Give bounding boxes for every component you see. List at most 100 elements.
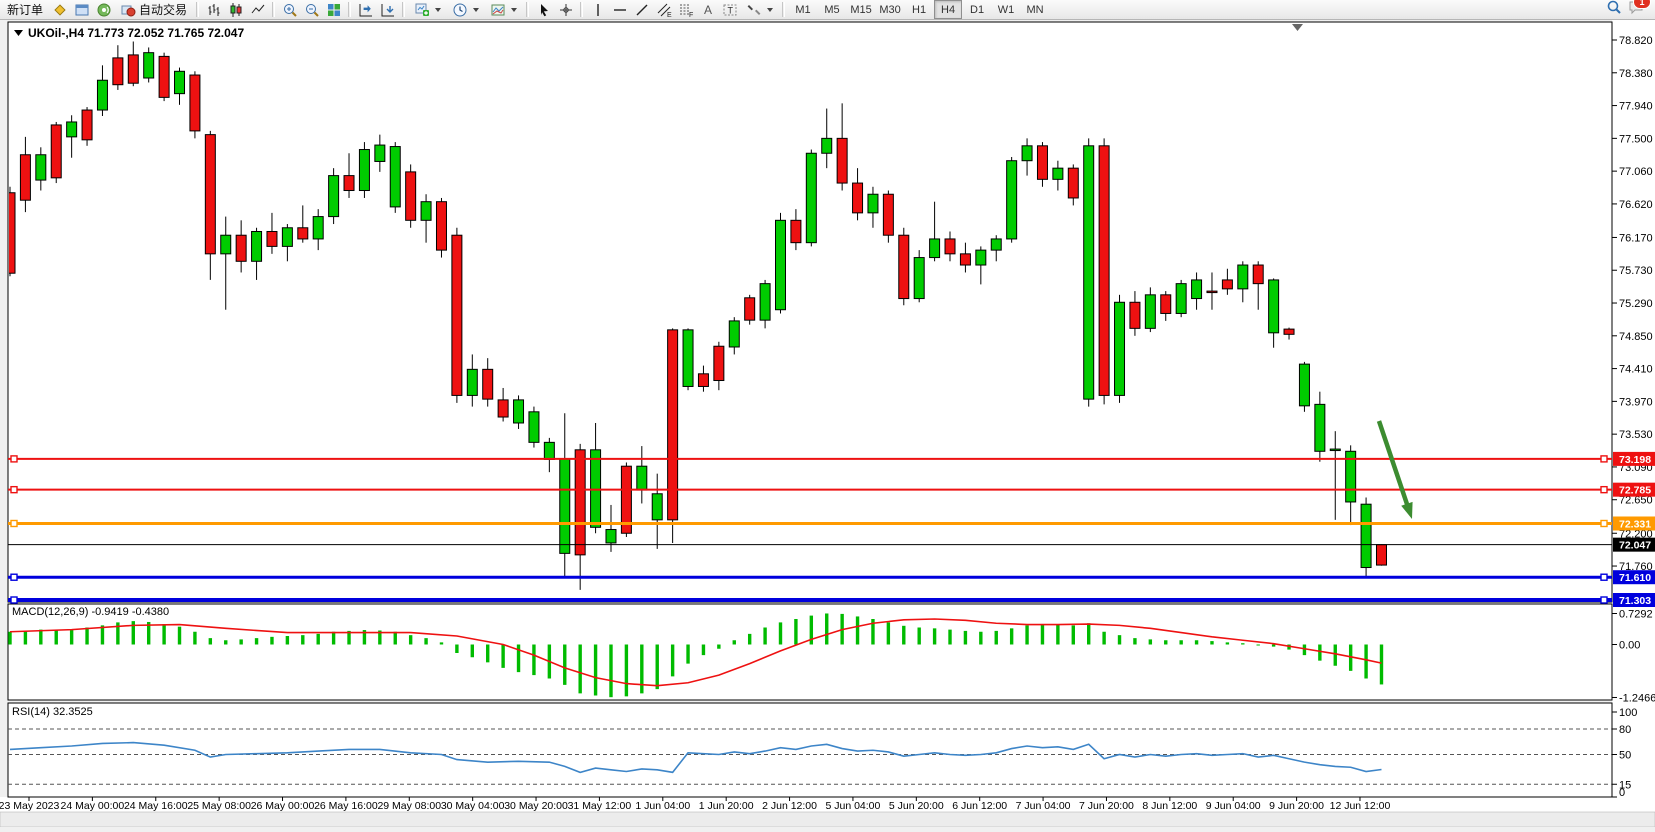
text-label-icon[interactable]: T xyxy=(719,0,740,20)
candle xyxy=(1314,403,1326,452)
macd-histogram-bar xyxy=(732,640,736,645)
macd-histogram-bar xyxy=(1179,640,1183,645)
candle xyxy=(821,137,833,154)
symbol-dropdown-icon[interactable] xyxy=(14,30,23,36)
hline-handle[interactable] xyxy=(10,485,18,494)
rsi-tick-label: 15 xyxy=(1619,779,1631,791)
chart-shift-marker[interactable] xyxy=(1292,24,1303,31)
zoom-out-icon[interactable] xyxy=(301,0,322,20)
svg-text:T: T xyxy=(727,5,733,15)
candle xyxy=(636,465,648,491)
crosshair-icon[interactable] xyxy=(555,0,576,20)
macd-histogram-bar xyxy=(408,635,413,645)
price-tick-label: 75.290 xyxy=(1619,298,1653,310)
chevron-down-icon xyxy=(511,7,518,12)
fibonacci-icon[interactable]: F xyxy=(675,0,696,20)
macd-histogram-bar xyxy=(270,636,274,645)
hline-handle[interactable] xyxy=(10,596,18,604)
candle xyxy=(1283,328,1295,335)
chart-canvas[interactable]: 78.820 78.380 77.940 77.500 77.060 76.620 76.1… xyxy=(0,20,1655,828)
svg-text:A: A xyxy=(704,3,712,17)
auto-trading-icon xyxy=(121,5,136,16)
price-tag-label: 71.303 xyxy=(1619,595,1651,607)
tf-w1-button[interactable]: W1 xyxy=(997,3,1015,16)
bar-chart-icon[interactable] xyxy=(203,0,224,20)
price-axis-strip[interactable] xyxy=(1612,20,1655,812)
macd-histogram-bar xyxy=(963,630,968,645)
hline-handle[interactable] xyxy=(1600,485,1608,494)
vertical-line-icon[interactable] xyxy=(587,0,608,20)
rsi-tick-label: 100 xyxy=(1619,707,1637,719)
macd-histogram-bar xyxy=(1040,624,1045,645)
hline-handle[interactable] xyxy=(1600,573,1608,581)
candle xyxy=(1160,294,1172,314)
macd-histogram-bar xyxy=(1148,639,1153,645)
candle xyxy=(990,238,1002,251)
new-chart-button[interactable] xyxy=(409,0,446,20)
tf-m15-button[interactable]: M15 xyxy=(850,3,872,16)
toolbar-separator xyxy=(348,2,352,17)
line-chart-icon[interactable] xyxy=(247,0,268,20)
zoom-in-icon[interactable] xyxy=(279,0,300,20)
auto-trading-button[interactable]: 自动交易 xyxy=(115,0,192,20)
arrows-tool-button[interactable] xyxy=(741,0,778,20)
tf-m5-button[interactable]: M5 xyxy=(824,3,840,16)
macd-histogram-bar xyxy=(994,630,998,645)
hline-handle[interactable] xyxy=(10,573,18,581)
candle xyxy=(1144,294,1156,329)
candle xyxy=(466,368,478,396)
hline-handle[interactable] xyxy=(10,519,18,528)
rsi-panel[interactable] xyxy=(7,702,1613,798)
macd-histogram-bar xyxy=(670,644,675,677)
equidistant-channel-icon[interactable]: E xyxy=(653,0,674,20)
chart-shift-icon[interactable] xyxy=(377,0,398,20)
macd-histogram-bar xyxy=(871,619,875,645)
candlestick-chart-icon[interactable] xyxy=(225,0,246,20)
chat-button[interactable]: 1 xyxy=(1628,0,1651,20)
macd-histogram-bar xyxy=(825,613,829,645)
candle xyxy=(1098,145,1110,396)
hline-handle[interactable] xyxy=(1600,455,1608,463)
trend-arrow[interactable] xyxy=(1376,420,1412,513)
price-tag xyxy=(1613,593,1655,607)
macd-histogram-bar xyxy=(1133,638,1137,645)
new-order-button[interactable]: 新订单 xyxy=(2,1,48,19)
macd-histogram-bar xyxy=(979,631,983,645)
macd-histogram-bar xyxy=(331,631,336,645)
date-label: 23 May 2023 xyxy=(0,800,60,812)
main-chart-panel[interactable] xyxy=(7,21,1613,603)
chart-window[interactable]: 78.820 78.380 77.940 77.500 77.060 76.620 76.1… xyxy=(0,20,1655,832)
trend-arrow-head[interactable] xyxy=(1401,501,1413,519)
cursor-icon[interactable] xyxy=(533,0,554,20)
candle xyxy=(405,171,417,221)
price-tag-label: 71.610 xyxy=(1619,572,1651,584)
market-watch-icon[interactable] xyxy=(49,0,70,20)
candle xyxy=(266,230,278,247)
date-label: 30 May 04:00 xyxy=(441,800,505,812)
trendline-icon[interactable] xyxy=(631,0,652,20)
text-icon[interactable]: A xyxy=(697,0,718,20)
svg-text:E: E xyxy=(667,12,672,18)
candle xyxy=(605,529,617,544)
tf-h1-button[interactable]: H1 xyxy=(912,3,927,16)
horizontal-line-icon[interactable] xyxy=(609,0,630,20)
tf-m1-button[interactable]: M1 xyxy=(795,3,811,16)
signals-icon[interactable] xyxy=(93,0,114,20)
search-icon[interactable] xyxy=(1606,0,1622,20)
tile-windows-icon[interactable] xyxy=(323,0,344,20)
tf-d1-button[interactable]: D1 xyxy=(970,3,985,16)
candle xyxy=(898,234,910,300)
templates-button[interactable] xyxy=(485,0,522,20)
period-button[interactable] xyxy=(447,0,484,20)
hline-handle[interactable] xyxy=(1600,519,1608,528)
auto-scroll-icon[interactable] xyxy=(355,0,376,20)
tf-m30-button[interactable]: M30 xyxy=(879,3,901,16)
tf-h4-button[interactable]: H4 xyxy=(934,0,963,19)
tf-mn-button[interactable]: MN xyxy=(1026,3,1044,16)
hline-handle[interactable] xyxy=(10,455,18,463)
candle xyxy=(1129,301,1141,329)
candle xyxy=(1206,290,1218,294)
navigator-icon[interactable] xyxy=(71,0,92,20)
date-axis-strip[interactable] xyxy=(0,797,1655,812)
hline-handle[interactable] xyxy=(1600,596,1608,604)
